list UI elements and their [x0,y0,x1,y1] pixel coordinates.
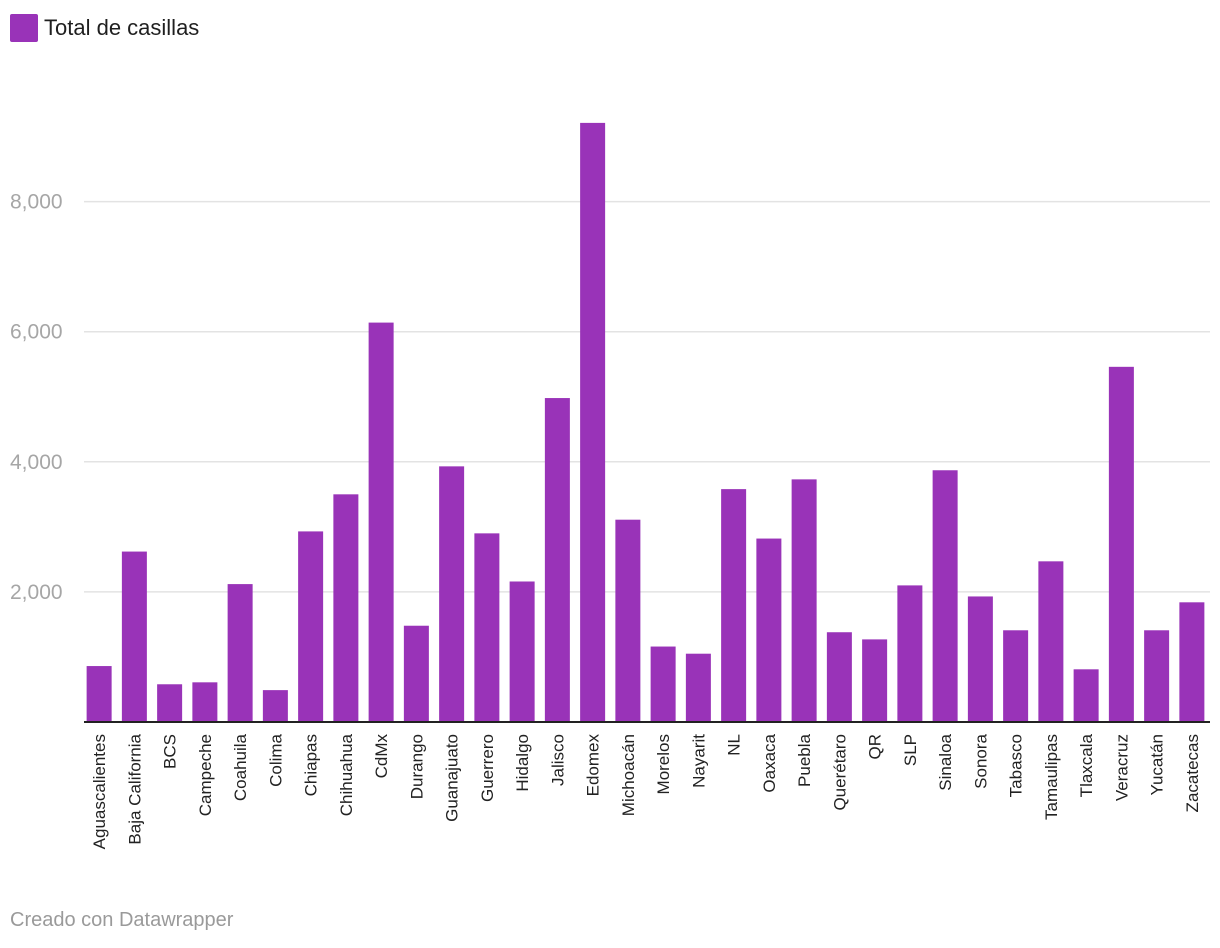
bar [1038,561,1064,722]
x-tick-label: Oaxaca [760,733,779,792]
x-tick-label: Guanajuato [443,734,462,822]
bar [862,639,888,722]
x-tick-label: Guerrero [478,734,497,802]
bar [1144,630,1170,722]
bar [826,632,852,722]
x-tick-label: Campeche [196,734,215,816]
x-tick-label: QR [866,734,885,760]
y-tick-label: 4,000 [10,451,63,474]
x-tick-label: Tamaulipas [1042,734,1061,820]
y-tick-label: 8,000 [10,191,63,214]
bar [1003,630,1029,722]
x-tick-label: Veracruz [1112,734,1131,801]
x-tick-label: Edomex [584,734,603,797]
axis-layer: 2,000 4,000 6,000 8,000 Aguascalientes Baja C… [10,191,1210,849]
bar [157,684,183,722]
bar [615,519,641,722]
legend-label: Total de casillas [44,15,200,40]
y-tick-label: 6,000 [10,321,63,344]
bar [474,533,500,722]
bar [333,494,359,722]
bar [86,666,112,722]
bar [403,625,429,722]
x-tick-label: Colima [266,733,285,786]
x-tick-label: Baja California [125,733,144,844]
bar [650,646,676,722]
bar [685,653,711,722]
bar [439,466,465,722]
footer-credit: Creado con Datawrapper [10,909,234,931]
x-tick-label: Querétaro [830,734,849,811]
y-tick-label: 2,000 [10,581,63,604]
bar-chart: 2,000 4,000 6,000 8,000 Aguascalientes Baja C… [10,122,1210,849]
x-tick-label: Yucatán [1148,734,1167,795]
bar [192,682,218,722]
x-tick-label: Chihuahua [337,733,356,816]
x-tick-label: Sonora [971,733,990,788]
x-tick-label: Aguascalientes [90,734,109,849]
x-tick-label: CdMx [372,734,391,779]
legend: Total de casillas [10,14,199,42]
bar [932,470,958,722]
x-tick-label: NL [725,734,744,756]
bar [1179,602,1205,722]
x-tick-label: Michoacán [619,734,638,816]
bar [580,122,606,722]
bar [509,581,535,722]
x-tick-label: Sinaloa [936,733,955,790]
x-tick-label: Nayarit [689,734,708,788]
bar [298,531,324,722]
bar [1073,669,1099,722]
bar [262,690,288,722]
bar [121,551,147,722]
bar [967,596,993,722]
x-tick-label: Zacatecas [1183,734,1202,812]
x-tick-label: Chiapas [302,734,321,796]
x-tick-label: Morelos [654,734,673,794]
x-tick-label: SLP [901,734,920,766]
x-tick-label: Puebla [795,733,814,786]
bar [791,479,817,722]
bar [756,538,782,722]
x-tick-label: Tlaxcala [1077,733,1096,797]
x-tick-label: BCS [161,734,180,769]
bar [897,585,923,722]
x-tick-label: Durango [407,734,426,799]
bar [721,489,747,722]
x-tick-label: Hidalgo [513,734,532,792]
grid-layer [84,200,1210,593]
bar-layer [86,122,1205,722]
bar [544,398,570,722]
x-tick-label: Jalisco [548,734,567,786]
bar [1108,366,1134,722]
legend-swatch [10,14,38,42]
bar [368,322,394,722]
x-tick-label: Tabasco [1007,734,1026,797]
bar [227,584,253,722]
x-tick-label: Coahuila [231,733,250,801]
